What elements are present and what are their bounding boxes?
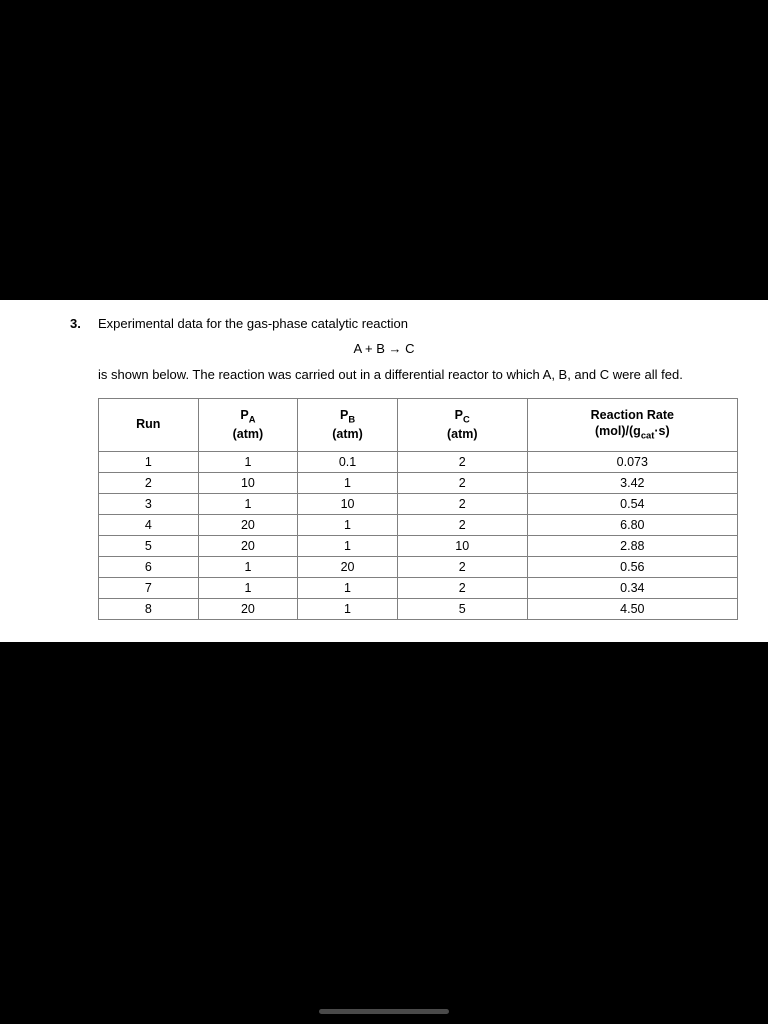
cell-run: 1 (99, 451, 199, 472)
cell-pa: 10 (198, 472, 298, 493)
table-row: 210123.42 (99, 472, 738, 493)
cell-pc: 5 (397, 598, 527, 619)
question-number: 3. (70, 316, 88, 331)
cell-run: 7 (99, 577, 199, 598)
col-header-pa: PA(atm) (198, 398, 298, 451)
cell-pc: 10 (397, 535, 527, 556)
cell-rate: 0.54 (527, 493, 737, 514)
cell-pa: 1 (198, 493, 298, 514)
cell-pb: 1 (298, 598, 398, 619)
cell-pb: 1 (298, 514, 398, 535)
col-header-pb: PB(atm) (298, 398, 398, 451)
cell-rate: 3.42 (527, 472, 737, 493)
cell-pb: 10 (298, 493, 398, 514)
cell-rate: 0.56 (527, 556, 737, 577)
cell-pb: 1 (298, 577, 398, 598)
cell-pa: 1 (198, 577, 298, 598)
cell-rate: 0.073 (527, 451, 737, 472)
table-row: 820154.50 (99, 598, 738, 619)
table-header-row: RunPA(atm)PB(atm)PC(atm)Reaction Rate(mo… (99, 398, 738, 451)
cell-pb: 0.1 (298, 451, 398, 472)
cell-pa: 1 (198, 556, 298, 577)
table-row: 612020.56 (99, 556, 738, 577)
cell-rate: 4.50 (527, 598, 737, 619)
cell-run: 2 (99, 472, 199, 493)
cell-pa: 20 (198, 514, 298, 535)
cell-pc: 2 (397, 451, 527, 472)
cell-pa: 20 (198, 535, 298, 556)
question-prompt: Experimental data for the gas-phase cata… (98, 316, 408, 331)
cell-pc: 2 (397, 493, 527, 514)
document-page: 3. Experimental data for the gas-phase c… (0, 300, 768, 642)
cell-pc: 2 (397, 514, 527, 535)
reaction-equation: A + B → C (40, 341, 728, 356)
cell-pa: 20 (198, 598, 298, 619)
cell-run: 5 (99, 535, 199, 556)
cell-pc: 2 (397, 472, 527, 493)
table-row: 71120.34 (99, 577, 738, 598)
cell-pb: 1 (298, 472, 398, 493)
cell-run: 6 (99, 556, 199, 577)
table-body: 110.120.073210123.42311020.54420126.8052… (99, 451, 738, 619)
cell-pc: 2 (397, 556, 527, 577)
data-table: RunPA(atm)PB(atm)PC(atm)Reaction Rate(mo… (98, 398, 738, 620)
cell-pb: 20 (298, 556, 398, 577)
table-row: 110.120.073 (99, 451, 738, 472)
cell-rate: 0.34 (527, 577, 737, 598)
table-row: 420126.80 (99, 514, 738, 535)
col-header-run: Run (99, 398, 199, 451)
question-line: 3. Experimental data for the gas-phase c… (70, 316, 728, 331)
cell-rate: 6.80 (527, 514, 737, 535)
cell-pc: 2 (397, 577, 527, 598)
table-row: 311020.54 (99, 493, 738, 514)
home-indicator-icon (319, 1009, 449, 1014)
cell-pb: 1 (298, 535, 398, 556)
col-header-rate: Reaction Rate(mol)/(gcat·s) (527, 398, 737, 451)
cell-run: 4 (99, 514, 199, 535)
cell-rate: 2.88 (527, 535, 737, 556)
cell-pa: 1 (198, 451, 298, 472)
table-row: 5201102.88 (99, 535, 738, 556)
cell-run: 3 (99, 493, 199, 514)
cell-run: 8 (99, 598, 199, 619)
col-header-pc: PC(atm) (397, 398, 527, 451)
question-subtext: is shown below. The reaction was carried… (98, 366, 728, 384)
